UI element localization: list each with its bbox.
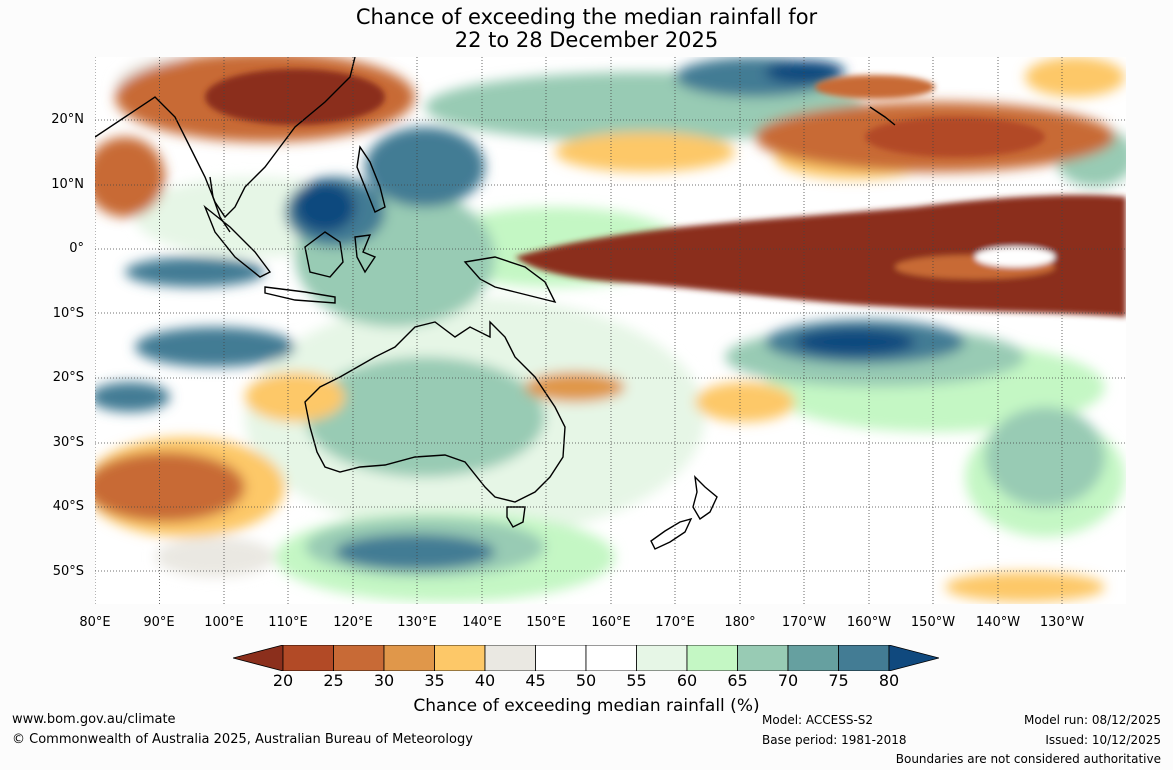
colour-bar-segment bbox=[484, 645, 536, 671]
colour-bar-segment bbox=[787, 645, 839, 671]
colour-bar-under-arrow bbox=[233, 645, 284, 671]
colour-bar bbox=[233, 645, 939, 671]
dry-band-shading bbox=[205, 69, 1126, 317]
lon-label-140w: 140°W bbox=[975, 615, 1021, 630]
lon-label-120e: 120°E bbox=[333, 615, 373, 630]
issued-date: Issued: 10/12/2025 bbox=[1045, 733, 1161, 747]
new-guinea-outline bbox=[463, 256, 557, 304]
colour-bar-tick-label: 75 bbox=[828, 671, 849, 690]
sumatra-outline bbox=[203, 204, 272, 278]
colour-bar-segment bbox=[737, 645, 789, 671]
new-zealand-north bbox=[692, 475, 718, 521]
lon-label-100e: 100°E bbox=[204, 615, 244, 630]
lon-label-170w: 170°W bbox=[781, 615, 827, 630]
colour-bar-tick-label: 50 bbox=[575, 671, 597, 690]
lat-label-40s: 40°S bbox=[52, 499, 84, 514]
lon-label-170e: 170°E bbox=[655, 615, 695, 630]
colour-bar-tick-label: 55 bbox=[626, 671, 647, 690]
rainfall-probability-map bbox=[95, 57, 1126, 604]
colour-bar-tick-label: 30 bbox=[373, 671, 395, 690]
colour-bar-tick-label: 40 bbox=[474, 671, 496, 690]
lat-label-20n: 20°N bbox=[51, 112, 84, 127]
colour-bar-segment bbox=[434, 645, 486, 671]
lat-label-20s: 20°S bbox=[52, 370, 84, 385]
base-period: Base period: 1981-2018 bbox=[762, 733, 907, 747]
borneo-outline bbox=[304, 231, 344, 278]
colour-bar-segment bbox=[585, 645, 637, 671]
lon-label-160w: 160°W bbox=[846, 615, 892, 630]
colour-bar-segment bbox=[636, 645, 688, 671]
hawaii-islands bbox=[869, 106, 896, 126]
colour-bar-segment bbox=[333, 645, 385, 671]
lon-label-110e: 110°E bbox=[268, 615, 308, 630]
lat-label-30s: 30°S bbox=[52, 435, 84, 450]
colour-bar-tick-label: 80 bbox=[878, 671, 900, 690]
colour-bar-tick-label: 20 bbox=[272, 671, 294, 690]
graticule bbox=[95, 57, 1126, 604]
colour-bar-segment bbox=[282, 645, 334, 671]
model-run-date: Model run: 08/12/2025 bbox=[1023, 713, 1161, 727]
lon-label-140e: 140°E bbox=[462, 615, 502, 630]
lon-label-180: 180° bbox=[724, 615, 756, 630]
lon-label-130w: 130°W bbox=[1039, 615, 1085, 630]
map-title-line-2: 22 to 28 December 2025 bbox=[454, 28, 719, 52]
new-zealand-south bbox=[650, 517, 693, 550]
colour-bar-tick-label: 35 bbox=[424, 671, 445, 690]
map-title-line-1: Chance of exceeding the median rainfall … bbox=[355, 5, 818, 29]
colour-bar-tick-label: 45 bbox=[525, 671, 546, 690]
model-name: Model: ACCESS-S2 bbox=[762, 713, 874, 727]
mainland-asia-outline bbox=[95, 57, 356, 219]
java-outline bbox=[264, 286, 336, 304]
lon-label-130e: 130°E bbox=[397, 615, 437, 630]
malay-peninsula bbox=[209, 176, 231, 233]
lat-label-10n: 10°N bbox=[51, 177, 84, 192]
australia-outline bbox=[304, 320, 566, 503]
colour-bar-segment bbox=[383, 645, 435, 671]
lat-label-equator: 0° bbox=[69, 241, 84, 256]
lon-label-160e: 160°E bbox=[591, 615, 631, 630]
colour-bar-title: Chance of exceeding median rainfall (%) bbox=[413, 696, 760, 716]
colour-bar-segment bbox=[838, 645, 890, 671]
philippines-outline bbox=[356, 145, 386, 213]
colour-bar-over-arrow bbox=[888, 645, 939, 671]
map-field bbox=[95, 57, 1126, 604]
lon-label-90e: 90°E bbox=[143, 615, 175, 630]
colour-bar-tick-label: 60 bbox=[676, 671, 698, 690]
bom-website-link[interactable]: www.bom.gov.au/climate bbox=[12, 712, 176, 727]
colour-bar-tick-label: 70 bbox=[777, 671, 799, 690]
sulawesi-outline bbox=[354, 234, 377, 274]
colour-bar-segment bbox=[535, 645, 587, 671]
boundaries-disclaimer: Boundaries are not considered authoritat… bbox=[895, 752, 1161, 766]
lon-label-150e: 150°E bbox=[526, 615, 566, 630]
lon-label-150w: 150°W bbox=[910, 615, 956, 630]
lon-label-80e: 80°E bbox=[79, 615, 111, 630]
colour-bar-tick-label: 65 bbox=[727, 671, 748, 690]
colour-bar-tick-label: 25 bbox=[323, 671, 344, 690]
copyright-notice: © Commonwealth of Australia 2025, Austra… bbox=[12, 732, 473, 747]
lat-label-10s: 10°S bbox=[52, 306, 84, 321]
colour-bar-segment bbox=[686, 645, 738, 671]
lat-label-50s: 50°S bbox=[52, 564, 84, 579]
